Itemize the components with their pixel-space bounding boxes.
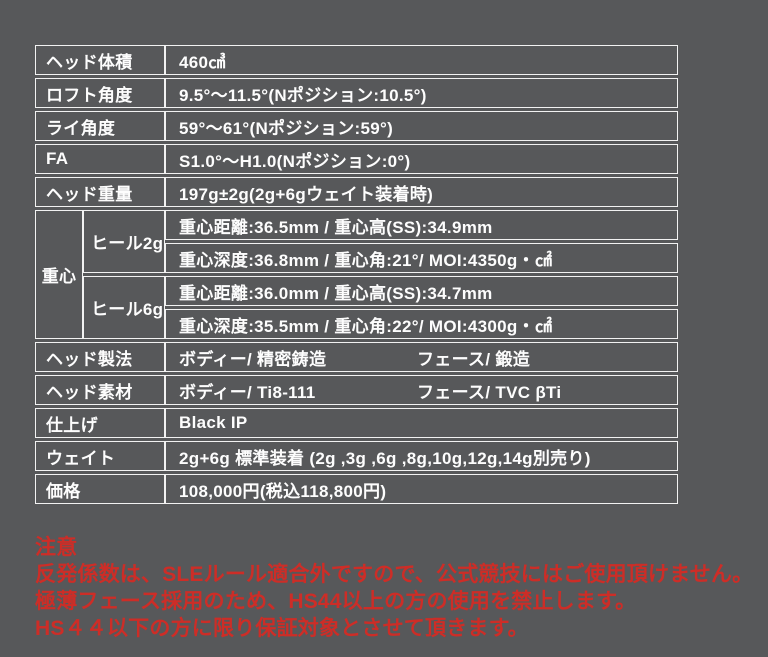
spec-value-heel6g-line1: 重心距離:36.0mm / 重心高(SS):34.7mm <box>165 276 678 306</box>
notice-line-2: 極薄フェース採用のため、HS44以上の方の使用を禁止します。 <box>35 590 637 613</box>
spec-row-finish: 仕上げ Black IP <box>35 408 678 438</box>
spec-row-gravity-heel6g-2: 重心深度:35.5mm / 重心角:22°/ MOI:4300g・㎠ <box>35 309 678 339</box>
spec-label-construction: ヘッド製法 <box>35 342 165 372</box>
spec-label-loft: ロフト角度 <box>35 78 165 108</box>
construction-body: ボディー/ 精密鋳造 <box>179 349 327 369</box>
construction-face: フェース/ 鍛造 <box>417 349 530 369</box>
spec-value-heel2g-line1: 重心距離:36.5mm / 重心高(SS):34.9mm <box>165 210 678 240</box>
spec-row-gravity-heel6g-1: ヒール6g 重心距離:36.0mm / 重心高(SS):34.7mm <box>35 276 678 339</box>
spec-value-heel6g-line2: 重心深度:35.5mm / 重心角:22°/ MOI:4300g・㎠ <box>165 309 678 339</box>
material-body: ボディー/ Ti8-111 <box>179 382 316 402</box>
spec-row-price: 価格 108,000円(税込118,800円) <box>35 474 678 504</box>
spec-row-construction: ヘッド製法 ボディー/ 精密鋳造 フェース/ 鍛造 <box>35 342 678 372</box>
spec-label-fa: FA <box>35 144 165 174</box>
spec-value-loft: 9.5°〜11.5°(Nポジション:10.5°) <box>165 78 678 108</box>
spec-value-head-weight: 197g±2g(2g+6gウェイト装着時) <box>165 177 678 207</box>
spec-sublabel-heel2g: ヒール2g <box>83 210 165 273</box>
spec-label-gravity: 重心 <box>35 210 83 339</box>
spec-value-weight: 2g+6g 標準装着 (2g ,3g ,6g ,8g,10g,12g,14g別売… <box>165 441 678 471</box>
spec-value-head-volume: 460㎤ <box>165 45 678 75</box>
spec-row-head-volume: ヘッド体積 460㎤ <box>35 45 678 75</box>
spec-sublabel-heel6g: ヒール6g <box>83 276 165 339</box>
spec-value-material: ボディー/ Ti8-111 フェース/ TVC βTi <box>165 375 678 405</box>
spec-value-construction: ボディー/ 精密鋳造 フェース/ 鍛造 <box>165 342 678 372</box>
spec-label-weight: ウェイト <box>35 441 165 471</box>
notice-line-3: HS４４以下の方に限り保証対象とさせて頂きます。 <box>35 617 529 640</box>
spec-row-weight: ウェイト 2g+6g 標準装着 (2g ,3g ,6g ,8g,10g,12g,… <box>35 441 678 471</box>
spec-value-fa: S1.0°〜H1.0(Nポジション:0°) <box>165 144 678 174</box>
material-face: フェース/ TVC βTi <box>417 382 562 402</box>
spec-row-gravity-heel2g-2: 重心深度:36.8mm / 重心角:21°/ MOI:4350g・㎠ <box>35 243 678 273</box>
spec-value-price: 108,000円(税込118,800円) <box>165 474 678 504</box>
spec-table: ヘッド体積 460㎤ ロフト角度 9.5°〜11.5°(Nポジション:10.5°… <box>35 42 678 507</box>
spec-row-material: ヘッド素材 ボディー/ Ti8-111 フェース/ TVC βTi <box>35 375 678 405</box>
spec-row-gravity-heel2g-1: 重心 ヒール2g 重心距離:36.5mm / 重心高(SS):34.9mm <box>35 210 678 339</box>
spec-label-material: ヘッド素材 <box>35 375 165 405</box>
spec-row-head-weight: ヘッド重量 197g±2g(2g+6gウェイト装着時) <box>35 177 678 207</box>
spec-label-head-volume: ヘッド体積 <box>35 45 165 75</box>
spec-value-finish: Black IP <box>165 408 678 438</box>
spec-value-lie: 59°〜61°(Nポジション:59°) <box>165 111 678 141</box>
spec-row-lie: ライ角度 59°〜61°(Nポジション:59°) <box>35 111 678 141</box>
notice-line-1: 反発係数は、SLEルール適合外ですので、公式競技にはご使用頂けません。 <box>35 563 754 586</box>
notice-title: 注意 <box>35 536 78 559</box>
spec-row-fa: FA S1.0°〜H1.0(Nポジション:0°) <box>35 144 678 174</box>
spec-row-loft: ロフト角度 9.5°〜11.5°(Nポジション:10.5°) <box>35 78 678 108</box>
spec-value-heel2g-line2: 重心深度:36.8mm / 重心角:21°/ MOI:4350g・㎠ <box>165 243 678 273</box>
spec-label-finish: 仕上げ <box>35 408 165 438</box>
spec-label-head-weight: ヘッド重量 <box>35 177 165 207</box>
spec-label-price: 価格 <box>35 474 165 504</box>
spec-label-lie: ライ角度 <box>35 111 165 141</box>
notice-block: 注意 反発係数は、SLEルール適合外ですので、公式競技にはご使用頂けません。 極… <box>35 534 768 642</box>
